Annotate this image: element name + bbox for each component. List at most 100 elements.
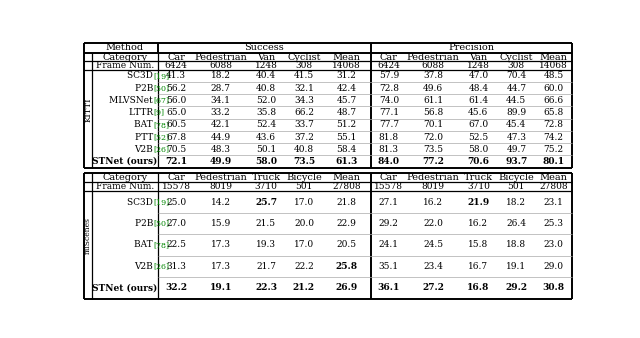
Text: 77.1: 77.1	[379, 108, 399, 117]
Text: 29.2: 29.2	[505, 283, 527, 292]
Text: 73.5: 73.5	[293, 157, 315, 166]
Text: 58.0: 58.0	[468, 145, 488, 154]
Text: Pedestrian: Pedestrian	[195, 53, 247, 62]
Text: 67.0: 67.0	[468, 120, 488, 129]
Text: 56.2: 56.2	[166, 84, 186, 93]
Text: Mean: Mean	[333, 53, 360, 62]
Text: 18.8: 18.8	[506, 241, 526, 249]
Text: 48.7: 48.7	[337, 108, 356, 117]
Text: 35.1: 35.1	[379, 262, 399, 271]
Text: Bicycle: Bicycle	[499, 173, 534, 182]
Text: LTTR: LTTR	[129, 108, 156, 117]
Text: 16.7: 16.7	[468, 262, 488, 271]
Text: 40.8: 40.8	[256, 84, 276, 93]
Text: 34.1: 34.1	[211, 96, 230, 105]
Text: Truck: Truck	[464, 173, 493, 182]
Text: Van: Van	[469, 53, 488, 62]
Text: 27.2: 27.2	[422, 283, 444, 292]
Text: 77.2: 77.2	[422, 157, 444, 166]
Text: 33.2: 33.2	[211, 108, 230, 117]
Text: 60.0: 60.0	[543, 84, 564, 93]
Text: 6088: 6088	[422, 61, 445, 70]
Text: 44.5: 44.5	[506, 96, 527, 105]
Text: Bicycle: Bicycle	[286, 173, 322, 182]
Text: P2B: P2B	[134, 84, 156, 93]
Text: 81.8: 81.8	[379, 132, 399, 142]
Text: 40.8: 40.8	[294, 145, 314, 154]
Text: Pedestrian: Pedestrian	[406, 53, 460, 62]
Text: Precision: Precision	[449, 43, 494, 52]
Text: 55.1: 55.1	[337, 132, 356, 142]
Text: 21.8: 21.8	[337, 198, 356, 207]
Text: 72.1: 72.1	[165, 157, 187, 166]
Text: STNet (ours): STNet (ours)	[92, 157, 157, 166]
Text: 3710: 3710	[255, 183, 277, 191]
Text: 25.7: 25.7	[255, 198, 277, 207]
Text: 16.2: 16.2	[468, 219, 488, 228]
Text: 93.7: 93.7	[505, 157, 527, 166]
Text: [50]: [50]	[153, 220, 169, 227]
Text: [78]: [78]	[153, 241, 169, 249]
Text: PTT: PTT	[135, 132, 156, 142]
Text: 22.2: 22.2	[294, 262, 314, 271]
Text: 21.5: 21.5	[256, 219, 276, 228]
Text: 33.7: 33.7	[294, 120, 314, 129]
Text: 70.1: 70.1	[423, 120, 443, 129]
Text: 18.2: 18.2	[506, 198, 526, 207]
Text: 48.3: 48.3	[211, 145, 230, 154]
Text: P2B: P2B	[134, 219, 156, 228]
Text: 45.6: 45.6	[468, 108, 488, 117]
Text: 65.0: 65.0	[166, 108, 186, 117]
Text: 8019: 8019	[422, 183, 445, 191]
Text: 42.1: 42.1	[211, 120, 230, 129]
Text: 32.2: 32.2	[165, 283, 187, 292]
Text: 15578: 15578	[162, 183, 191, 191]
Text: 26.9: 26.9	[335, 283, 358, 292]
Text: 58.0: 58.0	[255, 157, 277, 166]
Text: 14068: 14068	[539, 61, 568, 70]
Text: 57.9: 57.9	[379, 71, 399, 80]
Text: 72.8: 72.8	[543, 120, 564, 129]
Text: 6424: 6424	[164, 61, 188, 70]
Text: 47.0: 47.0	[468, 71, 488, 80]
Text: 6088: 6088	[209, 61, 232, 70]
Text: Cyclist: Cyclist	[500, 53, 533, 62]
Text: 17.0: 17.0	[294, 241, 314, 249]
Text: 17.3: 17.3	[211, 262, 230, 271]
Text: [19]: [19]	[153, 72, 169, 80]
Text: 40.4: 40.4	[256, 71, 276, 80]
Text: 20.5: 20.5	[337, 241, 356, 249]
Text: Car: Car	[380, 173, 398, 182]
Text: 36.1: 36.1	[378, 283, 400, 292]
Text: 17.0: 17.0	[294, 198, 314, 207]
Text: 24.5: 24.5	[423, 241, 443, 249]
Text: 65.8: 65.8	[543, 108, 564, 117]
Text: [9]: [9]	[153, 108, 164, 117]
Text: [50]: [50]	[153, 84, 169, 92]
Text: 19.3: 19.3	[256, 241, 276, 249]
Text: Pedestrian: Pedestrian	[406, 173, 460, 182]
Text: SC3D: SC3D	[127, 71, 156, 80]
Text: 6424: 6424	[378, 61, 400, 70]
Text: 75.2: 75.2	[543, 145, 564, 154]
Text: 501: 501	[508, 183, 525, 191]
Text: Car: Car	[167, 173, 185, 182]
Text: 19.1: 19.1	[506, 262, 526, 271]
Text: 26.4: 26.4	[506, 219, 526, 228]
Text: [26]: [26]	[153, 145, 169, 153]
Text: 47.3: 47.3	[506, 132, 526, 142]
Text: 35.8: 35.8	[256, 108, 276, 117]
Text: 48.5: 48.5	[543, 71, 564, 80]
Text: 51.2: 51.2	[337, 120, 356, 129]
Text: 45.7: 45.7	[337, 96, 356, 105]
Text: 23.1: 23.1	[543, 198, 563, 207]
Text: 61.1: 61.1	[423, 96, 443, 105]
Text: 8019: 8019	[209, 183, 232, 191]
Text: 25.3: 25.3	[543, 219, 564, 228]
Text: 56.0: 56.0	[166, 96, 186, 105]
Text: 70.4: 70.4	[506, 71, 526, 80]
Text: 20.0: 20.0	[294, 219, 314, 228]
Text: 19.1: 19.1	[209, 283, 232, 292]
Text: 23.0: 23.0	[543, 241, 563, 249]
Text: 27808: 27808	[540, 183, 568, 191]
